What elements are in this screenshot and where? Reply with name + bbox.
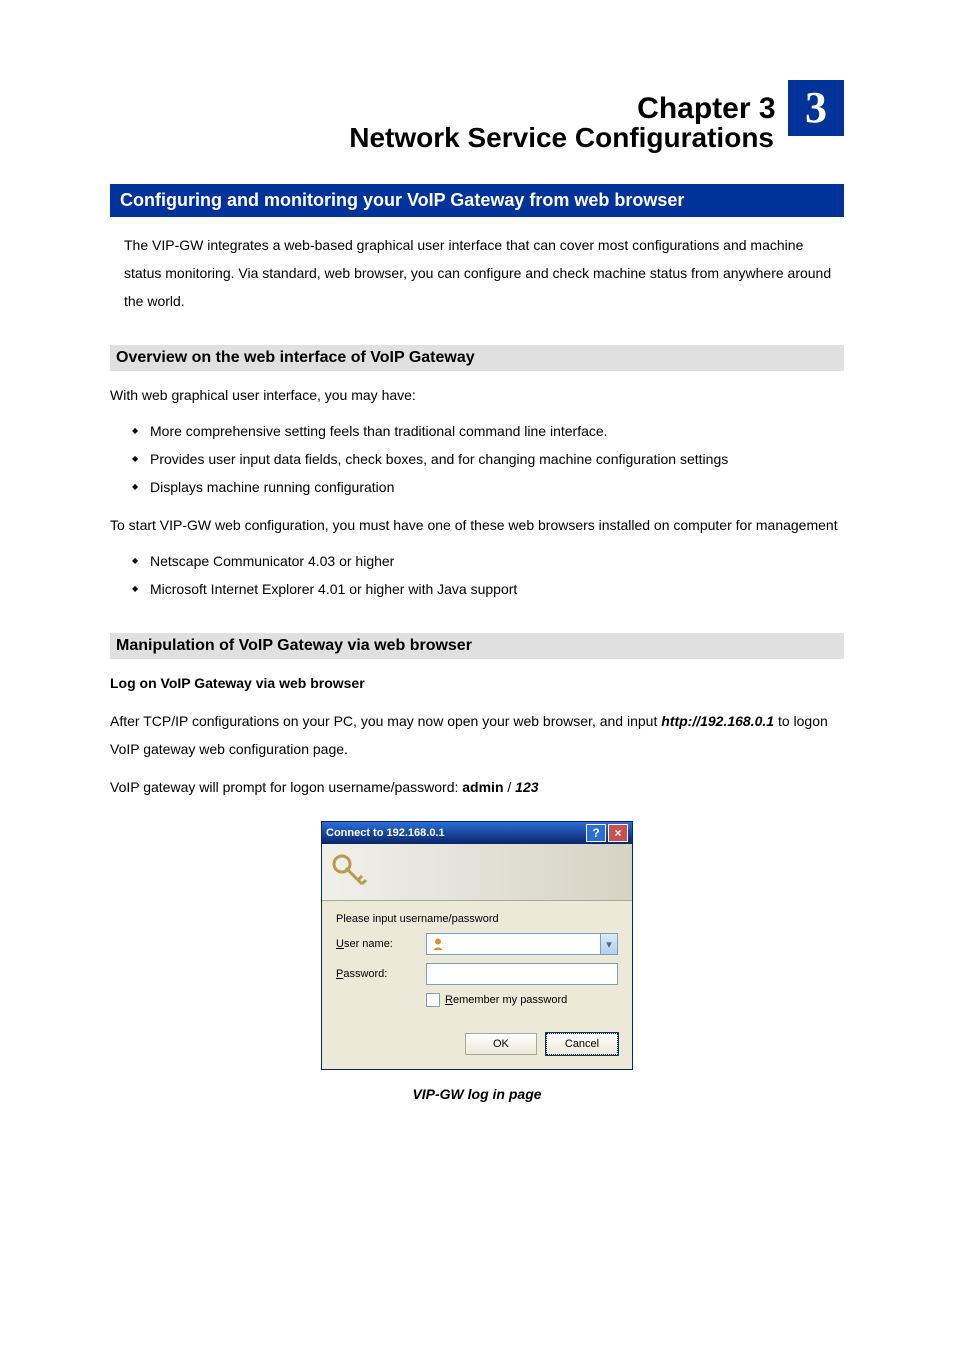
cancel-button[interactable]: Cancel — [546, 1033, 618, 1055]
logon-pass: 123 — [515, 779, 538, 795]
document-page: Chapter 3 3 Network Service Configuratio… — [0, 0, 954, 1162]
dialog-title: Connect to 192.168.0.1 — [326, 827, 584, 839]
overview-mid: To start VIP-GW web configuration, you m… — [110, 511, 844, 539]
keys-icon — [328, 850, 372, 894]
logon-url: http://192.168.0.1 — [661, 713, 774, 729]
password-row: Password: — [336, 963, 618, 985]
chapter-number-box: 3 — [788, 80, 844, 136]
logon-p1a: After TCP/IP configurations on your PC, … — [110, 713, 661, 729]
dialog-buttons: OK Cancel — [336, 1033, 618, 1055]
list-item: Microsoft Internet Explorer 4.01 or high… — [150, 575, 844, 603]
logon-p1: After TCP/IP configurations on your PC, … — [110, 707, 844, 763]
overview-bullets-2: Netscape Communicator 4.03 or higher Mic… — [110, 547, 844, 603]
username-combobox[interactable]: ▾ — [426, 933, 618, 955]
dialog-banner — [322, 844, 632, 901]
dialog-prompt: Please input username/password — [336, 913, 618, 925]
overview-lead: With web graphical user interface, you m… — [110, 381, 844, 409]
person-icon — [431, 937, 445, 951]
manipulation-heading: Manipulation of VoIP Gateway via web bro… — [110, 633, 844, 659]
list-item: Netscape Communicator 4.03 or higher — [150, 547, 844, 575]
logon-subheading: Log on VoIP Gateway via web browser — [110, 669, 844, 697]
chevron-down-icon[interactable]: ▾ — [600, 934, 617, 954]
dialog-figure: Connect to 192.168.0.1 ? × Please input … — [110, 821, 844, 1102]
dialog-titlebar: Connect to 192.168.0.1 ? × — [322, 822, 632, 844]
logon-user: admin — [462, 779, 503, 795]
logon-p2: VoIP gateway will prompt for logon usern… — [110, 773, 844, 801]
login-dialog: Connect to 192.168.0.1 ? × Please input … — [321, 821, 633, 1070]
logon-sep: / — [504, 779, 516, 795]
chapter-header: Chapter 3 3 Network Service Configuratio… — [110, 80, 844, 154]
username-label: User name: — [336, 938, 426, 950]
close-button[interactable]: × — [608, 824, 628, 842]
list-item: Provides user input data fields, check b… — [150, 445, 844, 473]
dialog-body: Please input username/password User name… — [322, 901, 632, 1069]
section-heading-bar: Configuring and monitoring your VoIP Gat… — [110, 184, 844, 217]
intro-paragraph: The VIP-GW integrates a web-based graphi… — [110, 231, 844, 315]
list-item: Displays machine running configuration — [150, 473, 844, 501]
chapter-label: Chapter 3 — [637, 92, 775, 126]
remember-checkbox-row[interactable]: Remember my password — [426, 993, 618, 1007]
password-input[interactable] — [426, 963, 618, 985]
ok-button[interactable]: OK — [465, 1033, 537, 1055]
chapter-title: Network Service Configurations — [110, 122, 774, 154]
figure-caption: VIP-GW log in page — [110, 1086, 844, 1102]
list-item: More comprehensive setting feels than tr… — [150, 417, 844, 445]
username-row: User name: ▾ — [336, 933, 618, 955]
remember-label: Remember my password — [445, 994, 567, 1006]
help-button[interactable]: ? — [586, 824, 606, 842]
password-label: Password: — [336, 968, 426, 980]
remember-checkbox[interactable] — [426, 993, 440, 1007]
overview-bullets-1: More comprehensive setting feels than tr… — [110, 417, 844, 501]
overview-heading: Overview on the web interface of VoIP Ga… — [110, 345, 844, 371]
logon-p2a: VoIP gateway will prompt for logon usern… — [110, 779, 462, 795]
